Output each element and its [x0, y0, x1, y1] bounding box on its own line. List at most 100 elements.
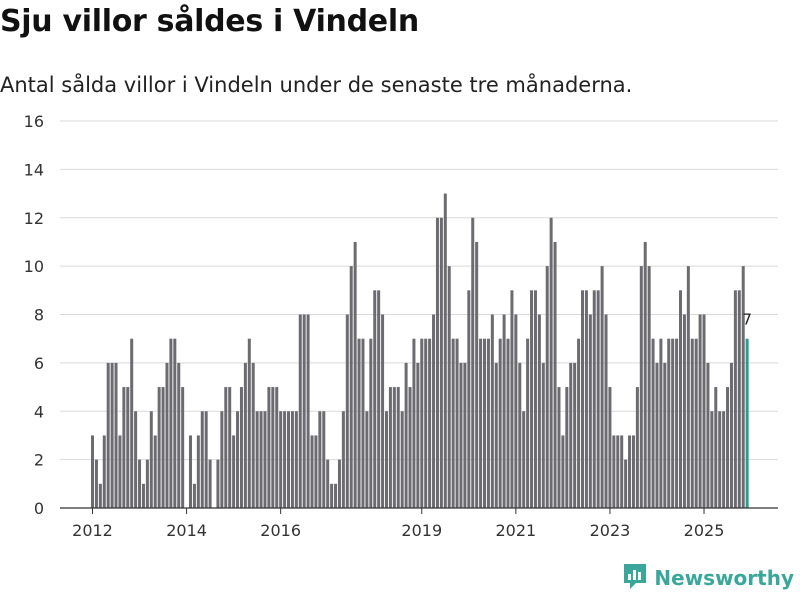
bar-12 — [138, 459, 142, 509]
bar-82 — [412, 338, 416, 508]
bar-9 — [126, 387, 130, 508]
y-tick-label-14: 14 — [24, 160, 44, 179]
bar-151 — [682, 314, 686, 508]
bar-58 — [318, 411, 322, 508]
y-tick-label-16: 16 — [24, 112, 44, 131]
bar-103 — [494, 362, 498, 509]
bar-152 — [686, 266, 690, 509]
bar-8 — [122, 387, 126, 508]
bar-131 — [604, 314, 608, 508]
bar-154 — [694, 338, 698, 508]
y-tick-label-2: 2 — [34, 451, 44, 470]
bar-156 — [702, 314, 706, 508]
chart-subtitle: Antal sålda villor i Vindeln under de se… — [0, 73, 633, 97]
bar-29 — [204, 411, 208, 508]
bar-43 — [259, 411, 263, 508]
bar-102 — [490, 314, 494, 508]
bar-91 — [447, 266, 451, 509]
bar-106 — [506, 338, 510, 508]
bar-77 — [392, 387, 396, 508]
bar-48 — [279, 411, 283, 508]
bar-46 — [271, 387, 275, 508]
bar-147 — [667, 338, 671, 508]
y-tick-label-0: 0 — [34, 499, 44, 518]
bar-35 — [228, 387, 232, 508]
bar-114 — [537, 314, 541, 508]
bar-144 — [655, 362, 659, 509]
bar-137 — [628, 435, 632, 508]
bar-37 — [236, 411, 240, 508]
bar-5 — [110, 362, 114, 509]
bar-68 — [357, 338, 361, 508]
bar-71 — [369, 338, 373, 508]
y-tick-label-12: 12 — [24, 209, 44, 228]
bar-34 — [224, 387, 228, 508]
bar-126 — [584, 290, 588, 508]
bar-98 — [475, 241, 479, 508]
bar-33 — [220, 411, 224, 508]
bar-14 — [145, 459, 149, 509]
bar-95 — [463, 362, 467, 509]
y-tick-label-10: 10 — [24, 257, 44, 276]
bar-123 — [573, 362, 577, 509]
bar-60 — [326, 459, 330, 509]
x-tick-label-2014: 2014 — [166, 521, 207, 540]
bar-50 — [287, 411, 290, 508]
bar-20 — [169, 338, 173, 508]
bar-51 — [290, 411, 294, 508]
bar-127 — [588, 314, 592, 508]
bar-150 — [679, 290, 682, 508]
bar-166 — [741, 266, 745, 509]
bar-56 — [310, 435, 314, 508]
bar-160 — [718, 411, 722, 508]
bar-120 — [561, 435, 565, 508]
annotation-label: 7 — [742, 311, 752, 329]
bar-109 — [518, 362, 522, 509]
bar-111 — [526, 338, 530, 508]
bar-121 — [565, 387, 569, 508]
bar-66 — [349, 266, 353, 509]
bar-3 — [102, 435, 106, 508]
bar-0 — [91, 435, 94, 508]
bar-167 — [745, 338, 749, 508]
bar-122 — [569, 362, 573, 509]
y-tick-label-8: 8 — [34, 306, 44, 325]
bar-107 — [510, 290, 514, 508]
bar-59 — [322, 411, 326, 508]
bar-76 — [388, 387, 392, 508]
bar-4 — [106, 362, 110, 509]
bar-15 — [149, 411, 153, 508]
bar-159 — [714, 387, 718, 508]
bar-19 — [165, 362, 169, 509]
bar-2 — [98, 483, 102, 508]
bar-85 — [424, 338, 428, 508]
bar-87 — [432, 314, 436, 508]
bar-81 — [408, 387, 412, 508]
bar-108 — [514, 314, 518, 508]
bar-21 — [173, 338, 177, 508]
bar-142 — [647, 266, 651, 509]
bar-54 — [302, 314, 306, 508]
bar-133 — [612, 435, 616, 508]
bar-110 — [522, 411, 526, 508]
bar-119 — [557, 387, 561, 508]
x-tick-label-2012: 2012 — [72, 521, 113, 540]
bar-94 — [459, 362, 463, 509]
bar-52 — [294, 411, 298, 508]
bar-80 — [404, 362, 408, 509]
bar-162 — [726, 387, 730, 508]
brand-logo: Newsworthy — [622, 562, 794, 594]
bar-41 — [251, 362, 255, 509]
bar-143 — [651, 338, 655, 508]
x-tick-label-2019: 2019 — [401, 521, 442, 540]
bar-36 — [232, 435, 236, 508]
bar-44 — [263, 411, 267, 508]
bar-93 — [455, 338, 459, 508]
bar-113 — [533, 290, 537, 508]
bar-83 — [416, 362, 420, 509]
bar-78 — [396, 387, 400, 508]
bar-88 — [435, 217, 439, 508]
bar-135 — [620, 435, 624, 508]
bar-62 — [334, 483, 338, 508]
